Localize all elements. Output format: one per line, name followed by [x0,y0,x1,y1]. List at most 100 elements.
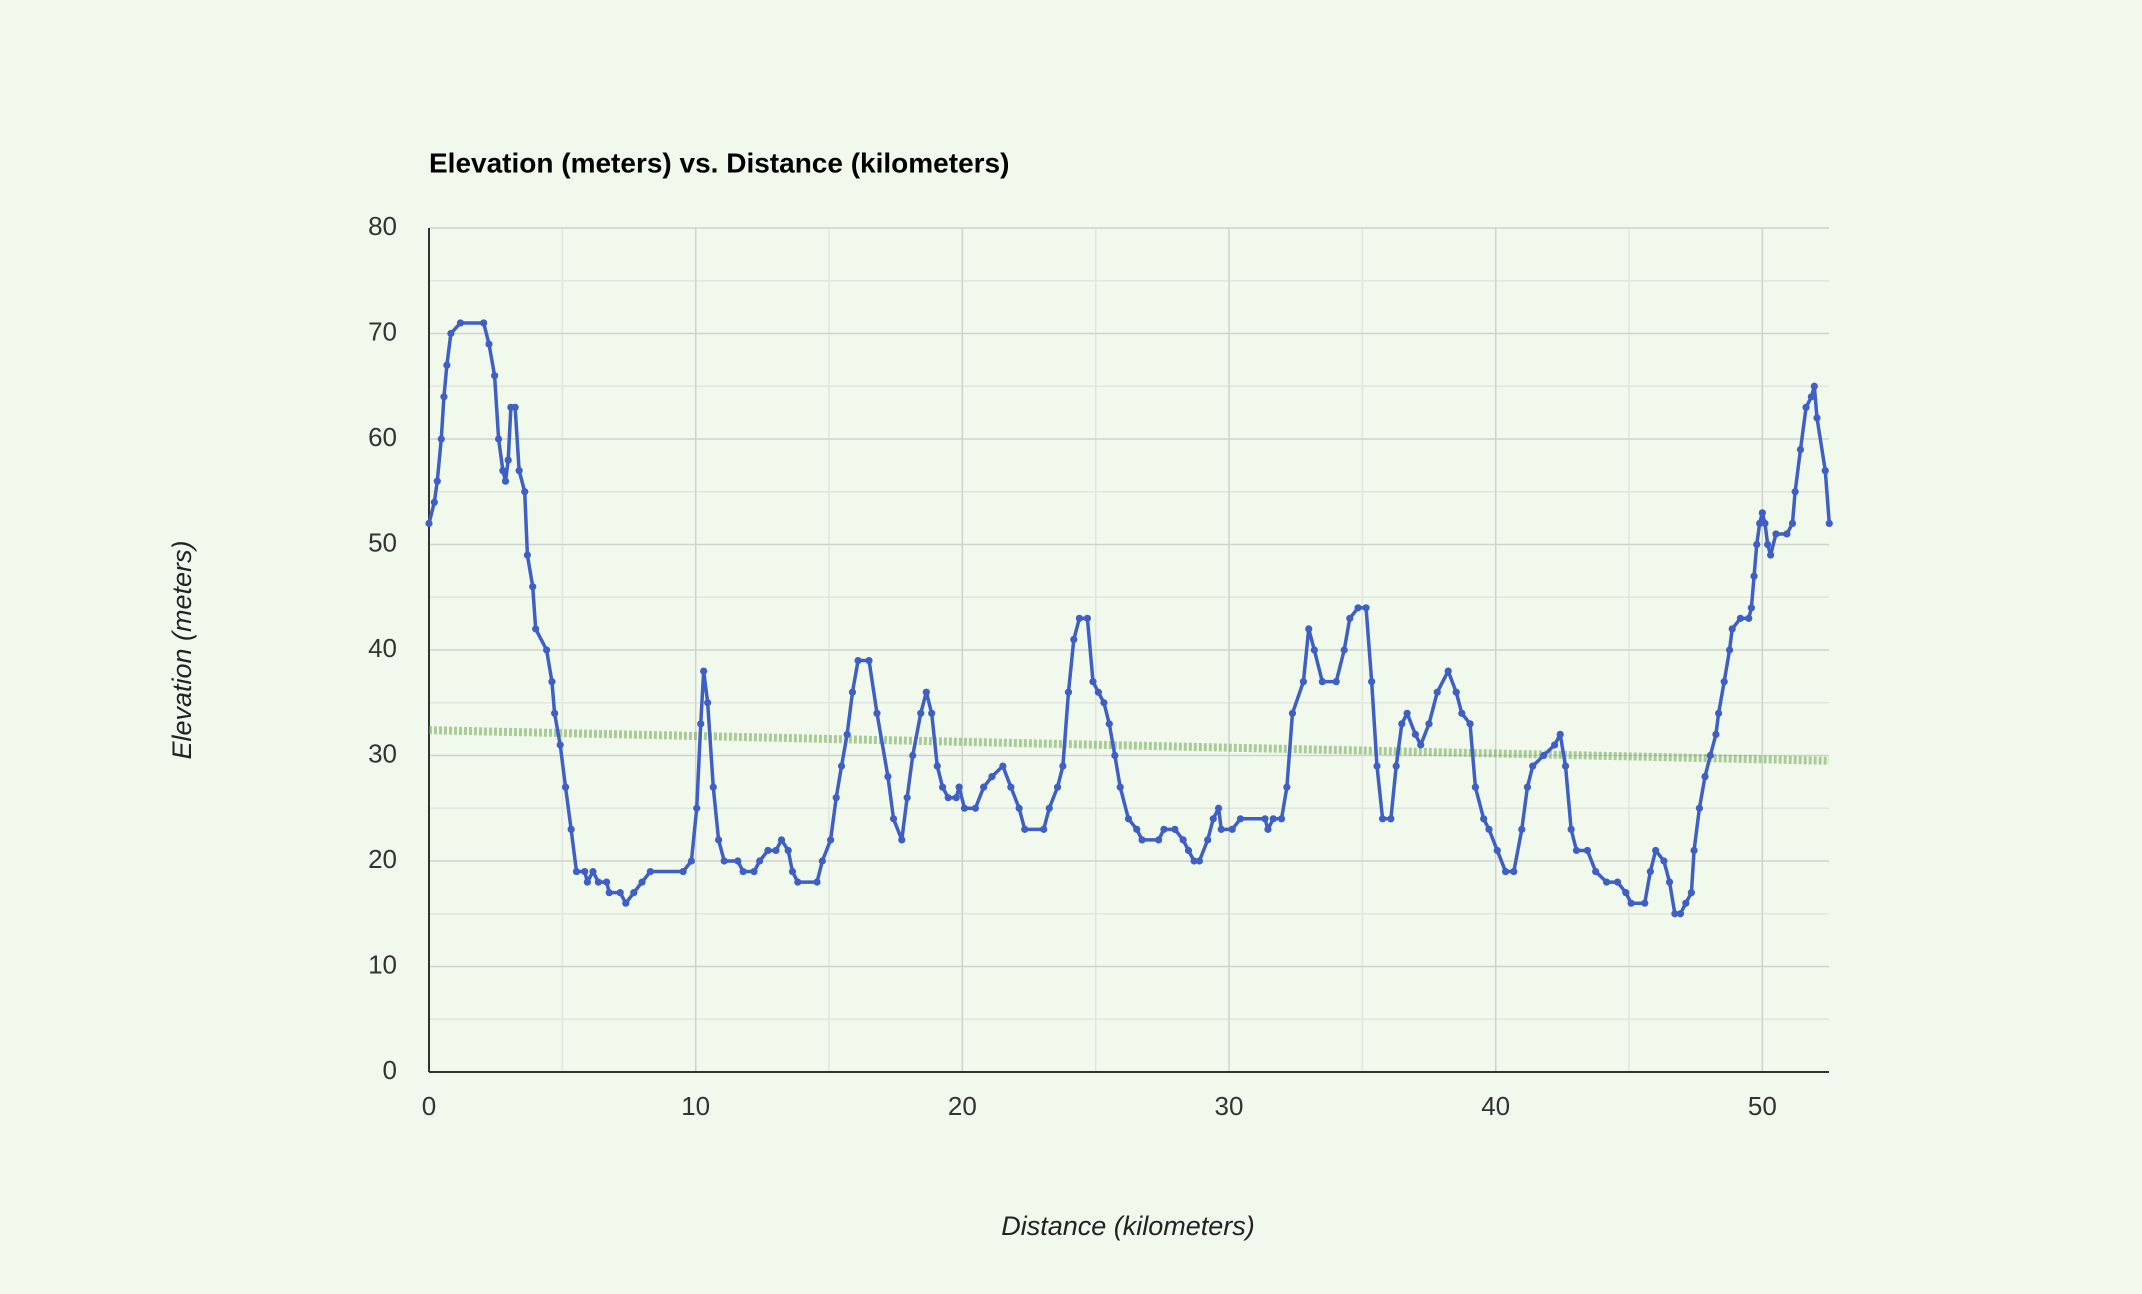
point [1299,678,1307,686]
point [1111,751,1119,760]
point [1720,678,1728,686]
point [1094,688,1102,696]
point [551,709,559,717]
point [561,783,570,791]
point [700,667,708,675]
point [1613,878,1622,886]
point [1583,846,1591,855]
y-tick-label: 30 [368,738,397,768]
point [543,646,551,654]
point [794,878,802,886]
point [1444,667,1452,675]
point [556,741,564,749]
point [1411,730,1419,739]
point [884,773,892,781]
point [1523,783,1531,791]
point [756,857,764,865]
point [813,878,821,886]
point [1652,846,1660,855]
point [1209,815,1217,823]
point [1083,614,1091,622]
point [1715,709,1723,717]
point [1346,614,1354,622]
point [1592,867,1600,876]
point [1725,646,1734,654]
y-tick-label: 50 [368,527,397,557]
point [1690,846,1698,855]
point [693,804,701,812]
point [922,688,930,696]
y-tick-label: 20 [368,844,397,874]
point [1810,382,1818,390]
point [1340,646,1348,654]
x-axis-title: Distance (kilometers) [1001,1211,1255,1241]
point [1627,899,1635,907]
point [988,773,996,781]
point [1105,720,1113,728]
point [1646,867,1654,876]
point [777,836,786,844]
point [622,899,630,907]
point [909,751,917,760]
y-tick-label: 10 [368,949,397,979]
point [739,867,747,876]
point [1556,730,1564,739]
point [1561,762,1570,770]
point [437,435,445,443]
point [1155,836,1163,844]
point [1767,551,1775,559]
point [1807,393,1815,401]
point [1204,836,1212,844]
point [1712,730,1720,739]
point [1687,889,1695,897]
point [511,403,519,411]
point [1458,709,1466,717]
point [827,836,835,844]
point [1622,889,1630,897]
point [1551,741,1559,749]
point [430,498,438,506]
point [1466,720,1474,728]
point [1783,530,1791,538]
point [567,825,575,833]
point [521,488,529,496]
chart-title: Elevation (meters) vs. Distance (kilomet… [429,147,1009,178]
point [1660,857,1668,865]
x-tick-label: 0 [422,1091,436,1121]
point [501,477,510,485]
point [1171,825,1179,833]
point [1269,815,1277,823]
point [515,467,523,475]
point [1676,910,1685,918]
x-tick-label: 10 [681,1091,710,1121]
point [999,762,1007,770]
point [1379,815,1387,823]
point [447,329,455,338]
point [734,857,742,865]
point [720,857,728,865]
point [818,857,826,865]
point [1518,825,1526,833]
point [1195,857,1203,865]
point [1015,804,1023,812]
x-tick-label: 40 [1481,1091,1510,1121]
point [865,656,873,665]
point [1138,836,1146,844]
y-tick-label: 70 [368,316,397,346]
point [1572,846,1581,855]
point [709,783,717,791]
point [750,867,758,876]
point [491,372,499,380]
point [784,846,792,855]
point [1701,773,1709,781]
point [1695,804,1703,812]
point [638,878,646,886]
point [1758,509,1766,517]
point [1788,519,1797,528]
point [1179,836,1187,844]
point [764,846,772,855]
point [1064,688,1073,696]
point [1236,815,1245,823]
point [603,878,611,886]
